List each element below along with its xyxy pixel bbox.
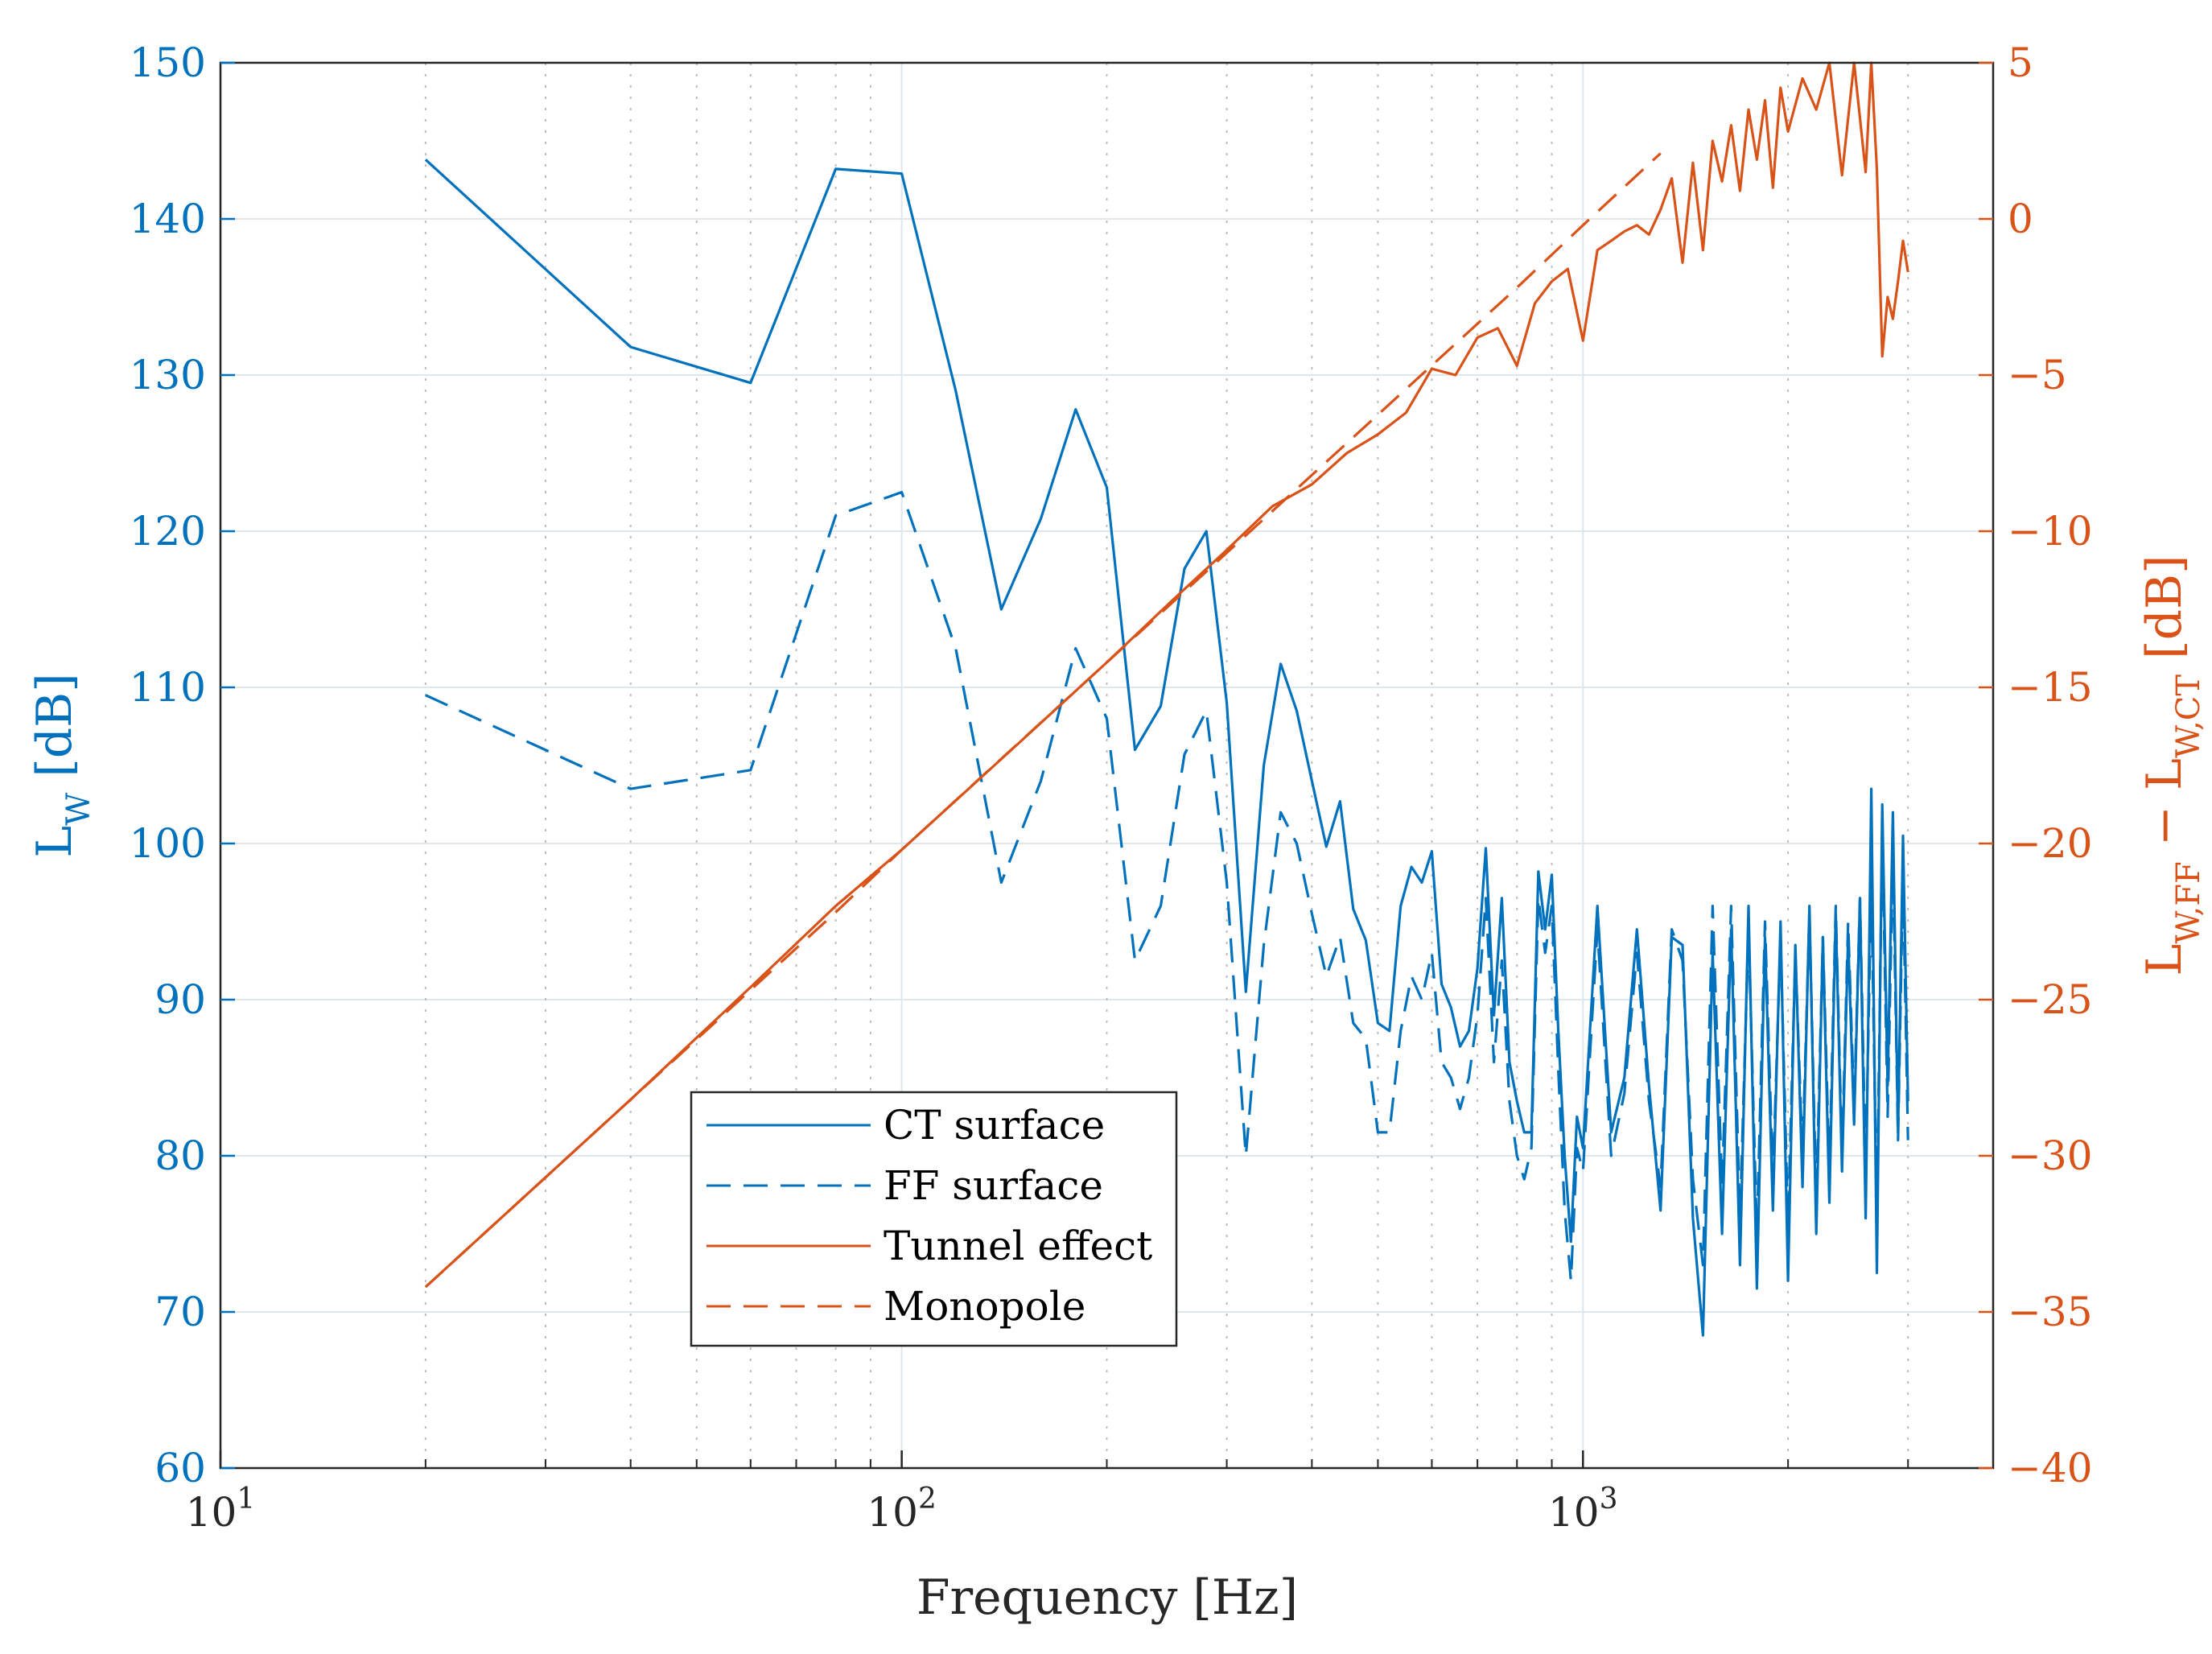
right-tick-label: −15 [2008, 664, 2093, 711]
right-axis-label-minus: − [2136, 790, 2193, 861]
left-tick-label: 90 [154, 976, 206, 1023]
series-line-ff-surface [425, 490, 1909, 1282]
left-tick-label: 70 [154, 1289, 206, 1335]
legend-box [690, 1091, 1178, 1347]
right-tick-label: −5 [2008, 352, 2067, 398]
legend-label-ct-surface: CT surface [884, 1102, 1105, 1149]
series-line-monopole [424, 152, 1662, 1289]
left-tick-label: 100 [130, 820, 206, 867]
right-tick-label: −10 [2008, 508, 2093, 555]
right-axis-label-b: L [2136, 758, 2193, 790]
legend: CT surface FF surface Tunnel effect Mono… [690, 1091, 1178, 1347]
right-tick-label: −40 [2008, 1445, 2093, 1491]
x-tick-label: 103 [1548, 1483, 1618, 1536]
plot-series [424, 61, 1909, 1337]
left-axis-label-main: L [27, 826, 83, 858]
right-axis-label: LW,FF − LW,CT [dB] [2136, 555, 2207, 976]
right-tick-label: −30 [2008, 1132, 2093, 1179]
right-tick-label: −35 [2008, 1289, 2093, 1335]
right-axis-label-b-sub: W,CT [2170, 674, 2207, 758]
right-axis-label-a-sub: W,FF [2170, 861, 2207, 943]
legend-label-monopole: Monopole [884, 1283, 1085, 1330]
right-tick-label: −20 [2008, 820, 2093, 867]
left-tick-label: 150 [130, 39, 206, 86]
axes: 60 70 80 90 100 110 120 130 140 150 −40 −35 −30 −25 −2… [130, 39, 2093, 1536]
right-tick-label: −25 [2008, 976, 2093, 1023]
left-tick-label: 60 [154, 1445, 206, 1491]
left-axis-label-unit: [dB] [27, 673, 83, 792]
left-tick-label: 110 [130, 664, 206, 711]
left-tick-label: 80 [154, 1132, 206, 1179]
left-axis-label: LW [dB] [27, 673, 97, 857]
left-tick-label: 130 [130, 352, 206, 398]
legend-label-ff-surface: FF surface [884, 1162, 1103, 1209]
left-tick-label: 140 [130, 196, 206, 242]
left-axis-label-sub: W [60, 793, 97, 826]
right-tick-label: 0 [2008, 196, 2033, 242]
right-tick-label: 5 [2008, 39, 2033, 86]
right-axis-label-unit: [dB] [2136, 555, 2193, 674]
x-tick-label: 101 [186, 1483, 256, 1536]
right-axis-label-a: L [2136, 944, 2193, 976]
legend-label-tunnel-effect: Tunnel effect [884, 1223, 1152, 1269]
x-axis-label: Frequency [Hz] [917, 1569, 1298, 1626]
left-tick-label: 120 [130, 508, 206, 555]
x-tick-label: 102 [867, 1483, 937, 1536]
